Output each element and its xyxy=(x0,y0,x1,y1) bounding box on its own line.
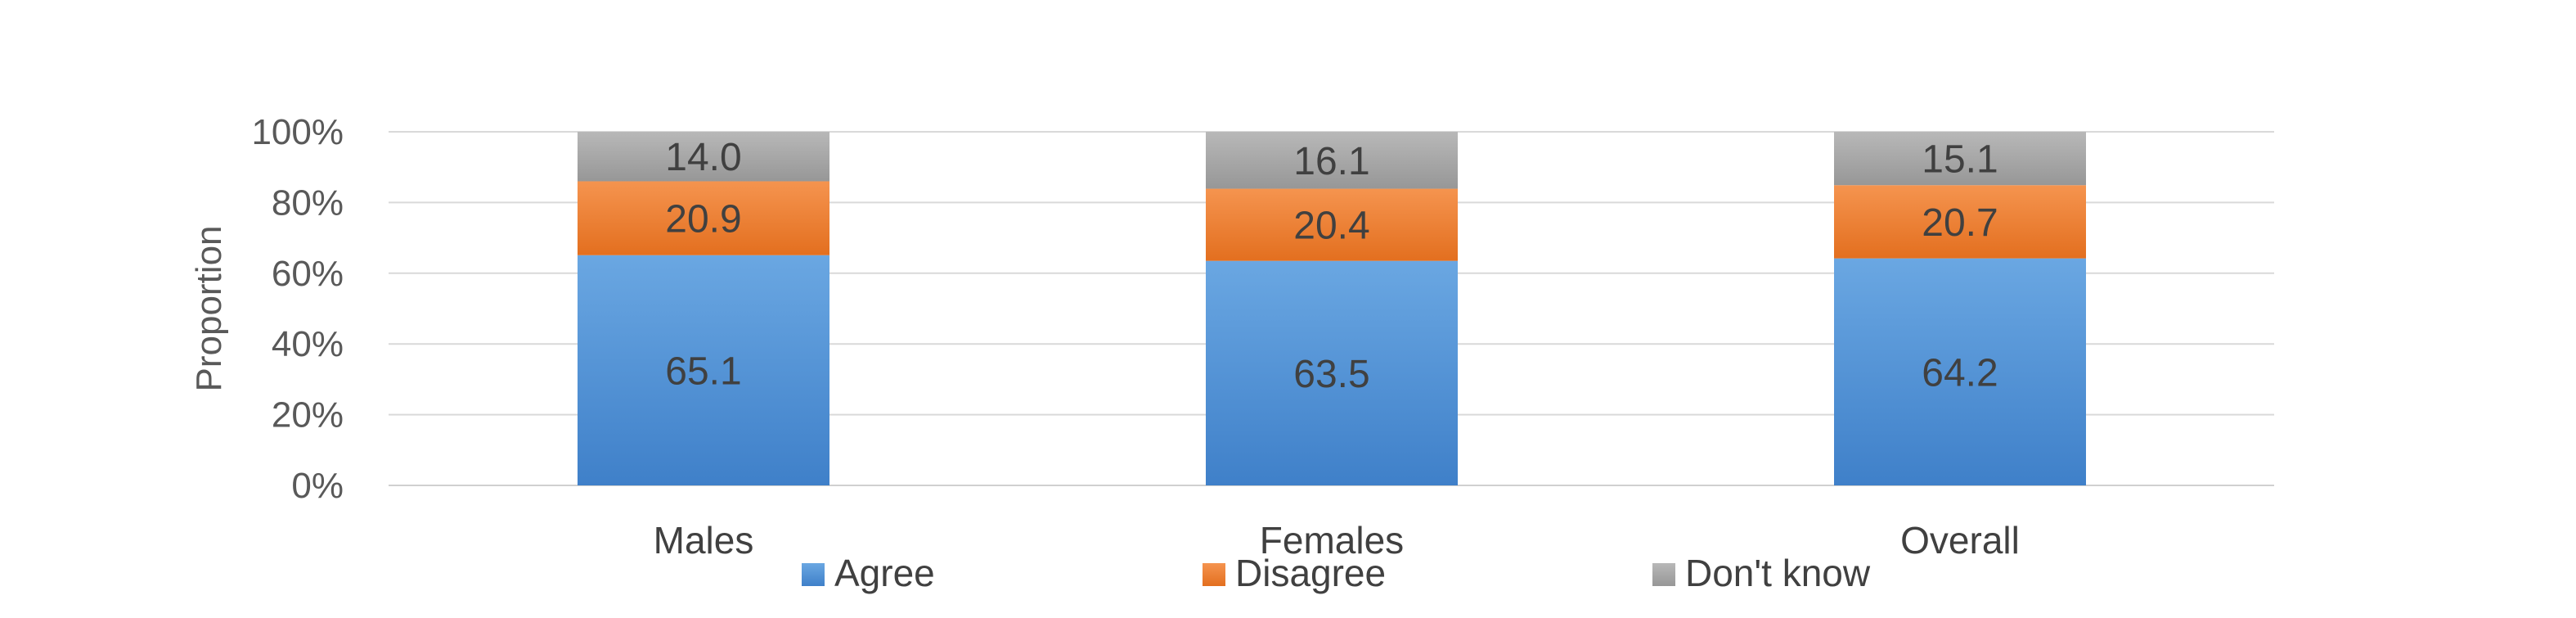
bar-disagree-males xyxy=(578,181,829,255)
data-label-agree-overall: 64.2 xyxy=(1922,351,1998,395)
legend-item-disagree: Disagree xyxy=(1203,552,1386,594)
legend-swatch xyxy=(1652,563,1675,586)
legend-label: Agree xyxy=(834,552,935,594)
bar-agree-females xyxy=(1206,260,1458,485)
y-axis-title: Proportion xyxy=(189,225,229,391)
y-tick-label: 40% xyxy=(272,324,344,364)
legend: Agree Disagree Don't know xyxy=(802,552,1871,594)
bars: 65.1 20.9 14.0 63.5 20.4 16.1 64.2 20.7 15.1 xyxy=(578,132,2086,485)
x-tick-label: Males xyxy=(654,519,754,562)
y-tick-label: 0% xyxy=(291,466,344,506)
data-label-disagree-females: 20.4 xyxy=(1293,205,1369,248)
axes: 0% 20% 40% 60% 80% 100% Proportion Males Females… xyxy=(189,112,2020,562)
legend-item-agree: Agree xyxy=(802,552,935,594)
data-label-don-t-know-males: 14.0 xyxy=(665,136,741,179)
y-tick-label: 60% xyxy=(272,254,344,294)
bar-don-t-know-females xyxy=(1206,132,1458,189)
legend-label: Don't know xyxy=(1685,552,1871,594)
legend-swatch xyxy=(1203,563,1225,586)
bar-agree-overall xyxy=(1834,258,2086,485)
legend-label: Disagree xyxy=(1235,552,1386,594)
data-label-disagree-overall: 20.7 xyxy=(1922,201,1998,245)
data-label-agree-females: 63.5 xyxy=(1293,353,1369,396)
y-tick-label: 100% xyxy=(251,112,344,152)
data-label-agree-males: 65.1 xyxy=(665,350,741,393)
y-tick-label: 20% xyxy=(272,395,344,435)
x-tick-label: Overall xyxy=(1900,519,2020,562)
bar-don-t-know-overall xyxy=(1834,132,2086,186)
legend-swatch xyxy=(802,563,825,586)
legend-item-don-t-know: Don't know xyxy=(1652,552,1871,594)
x-tick-label: Females xyxy=(1260,519,1404,562)
bar-agree-males xyxy=(578,255,829,485)
data-label-disagree-males: 20.9 xyxy=(665,198,741,241)
bar-disagree-overall xyxy=(1834,185,2086,259)
data-label-don-t-know-overall: 15.1 xyxy=(1922,138,1998,182)
bar-disagree-females xyxy=(1206,188,1458,261)
bar-don-t-know-males xyxy=(578,132,829,182)
y-tick-label: 80% xyxy=(272,183,344,223)
data-label-don-t-know-females: 16.1 xyxy=(1293,140,1369,183)
